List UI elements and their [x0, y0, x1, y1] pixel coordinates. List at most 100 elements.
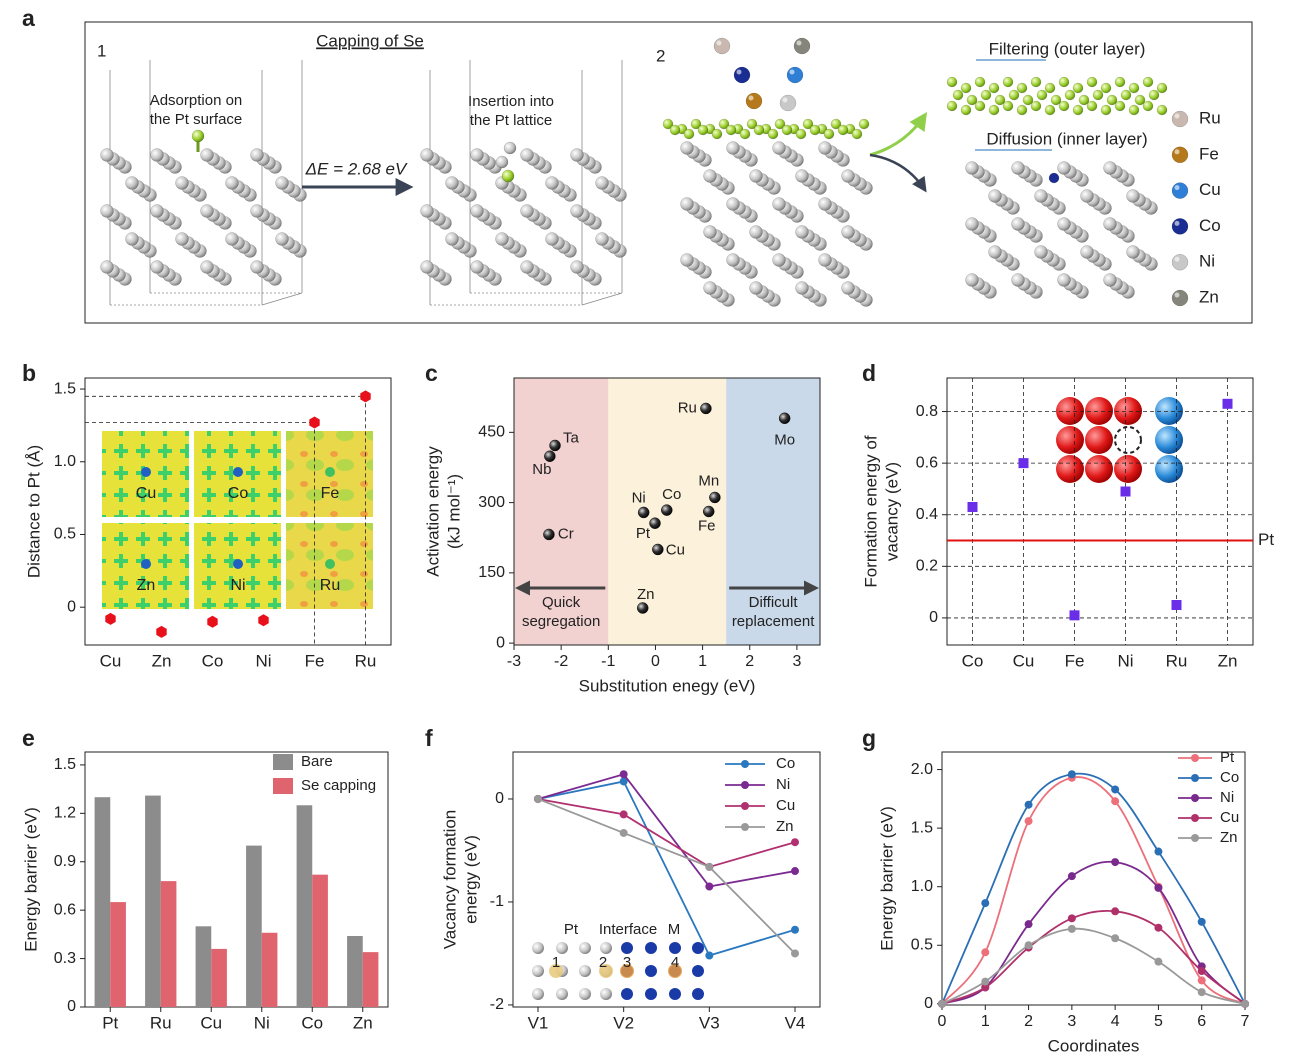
se-atom: [781, 124, 793, 136]
se-atom: [1156, 82, 1168, 94]
inset-atom: [645, 965, 657, 977]
y-tick-label: 1.5: [54, 756, 76, 773]
legend-atom: [1171, 218, 1189, 235]
pt-atom: [150, 148, 164, 162]
series-point: [981, 983, 990, 992]
series-line: [941, 776, 1246, 1005]
diffusion-arrow: [869, 153, 927, 193]
se-atom: [1030, 100, 1042, 112]
scatter-point: [549, 439, 561, 452]
inset-atom: [556, 988, 568, 1000]
se-atom: [1086, 100, 1098, 112]
inset-atom: [600, 942, 612, 954]
inset-atom: [1114, 397, 1142, 425]
inset-atom: [600, 988, 612, 1000]
adsorption-label: Adsorption on: [150, 92, 243, 109]
x-tick-label: V2: [613, 1013, 634, 1032]
pt-atom: [1057, 217, 1071, 231]
pt-atom: [965, 273, 979, 287]
series-point: [791, 949, 799, 958]
pt-atom: [726, 141, 740, 155]
x-tick-label: Ni: [254, 1013, 270, 1032]
x-tick-label: 3: [1067, 1013, 1076, 1030]
x-tick-label: 2: [745, 653, 754, 670]
inset-atom: [645, 942, 657, 954]
panel-letter: a: [22, 5, 35, 31]
inset-atom: [579, 942, 591, 954]
se-atom: [802, 118, 814, 130]
bar: [94, 797, 111, 1007]
region-annotation: Quick: [542, 594, 581, 611]
hexagon-point: [258, 614, 269, 627]
highlight: [1174, 256, 1180, 262]
x-tick-label: V1: [528, 1013, 549, 1032]
bar: [195, 926, 212, 1007]
site-label: 3: [623, 954, 631, 971]
legend-label: Ru: [1199, 108, 1221, 127]
y-axis-label: (kJ mol⁻¹): [444, 474, 463, 549]
se-atom: [980, 89, 992, 101]
point-label: Mo: [774, 431, 795, 448]
point-label: Ta: [563, 429, 580, 446]
x-axis-label: Substitution enegy (eV): [579, 676, 756, 695]
se-atom: [1008, 89, 1020, 101]
inset-atom: [669, 942, 681, 954]
diffusion-label: Diffusion (inner layer): [986, 129, 1147, 148]
point-label: Cu: [666, 541, 685, 558]
site-highlight: [620, 964, 634, 978]
pt-atom: [225, 232, 239, 246]
x-tick-label: Cu: [100, 651, 122, 670]
series-point: [1197, 967, 1206, 976]
step-number: 2: [656, 46, 665, 65]
pt-atom: [818, 197, 832, 211]
series-line: [537, 798, 796, 955]
se-atom: [1058, 76, 1070, 88]
highlight: [716, 40, 722, 46]
x-tick-label: V4: [785, 1013, 806, 1032]
se-atom: [1128, 104, 1140, 116]
se-atom: [1142, 100, 1154, 112]
legend-marker: [741, 823, 749, 831]
square-point: [1222, 398, 1233, 409]
series-line: [941, 909, 1246, 1005]
se-atom: [1002, 100, 1014, 112]
pt-atom: [1057, 161, 1071, 175]
series-point: [534, 794, 542, 803]
y-tick-label: -2: [490, 996, 504, 1013]
pt-atom: [841, 225, 855, 239]
pt-atom: [749, 169, 763, 183]
pt-atom: [503, 141, 517, 155]
plot-frame: [512, 751, 821, 1008]
pt-atom: [818, 253, 832, 267]
inset-atom: [1155, 397, 1183, 425]
panel-letter: g: [862, 725, 876, 751]
point-label: Zn: [637, 586, 655, 603]
se-atom: [1030, 76, 1042, 88]
point-label: Co: [662, 486, 681, 503]
highlight: [1174, 220, 1180, 226]
se-atom: [662, 118, 674, 130]
se-atom: [1120, 89, 1132, 101]
bar: [110, 902, 126, 1007]
bar: [246, 845, 262, 1007]
center-atom: [325, 559, 335, 569]
plot-frame: [84, 751, 389, 1008]
pt-atom: [250, 204, 264, 218]
pt-atom: [680, 197, 694, 211]
y-tick-label: 0.5: [54, 526, 76, 543]
series-point: [981, 948, 990, 957]
se-atom: [1086, 76, 1098, 88]
y-tick-label: 0: [496, 634, 505, 651]
center-atom: [233, 467, 243, 477]
se-atom: [690, 118, 702, 130]
series-point: [791, 838, 799, 847]
inset-label: M: [668, 921, 681, 938]
pt-atom: [749, 225, 763, 239]
square-point: [1018, 458, 1029, 469]
legend-marker: [741, 802, 749, 810]
pt-atom: [680, 141, 694, 155]
step-number: 1: [97, 41, 106, 60]
se-atom: [1072, 104, 1084, 116]
series-point: [1154, 847, 1163, 856]
